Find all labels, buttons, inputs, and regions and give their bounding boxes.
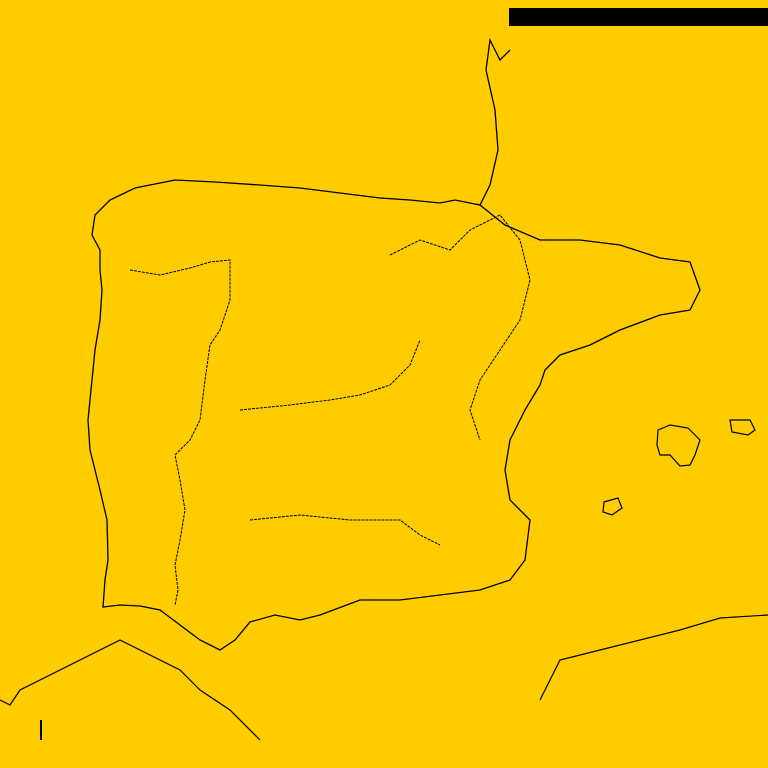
model-run-label	[509, 8, 768, 26]
legend-swatches	[40, 720, 42, 740]
